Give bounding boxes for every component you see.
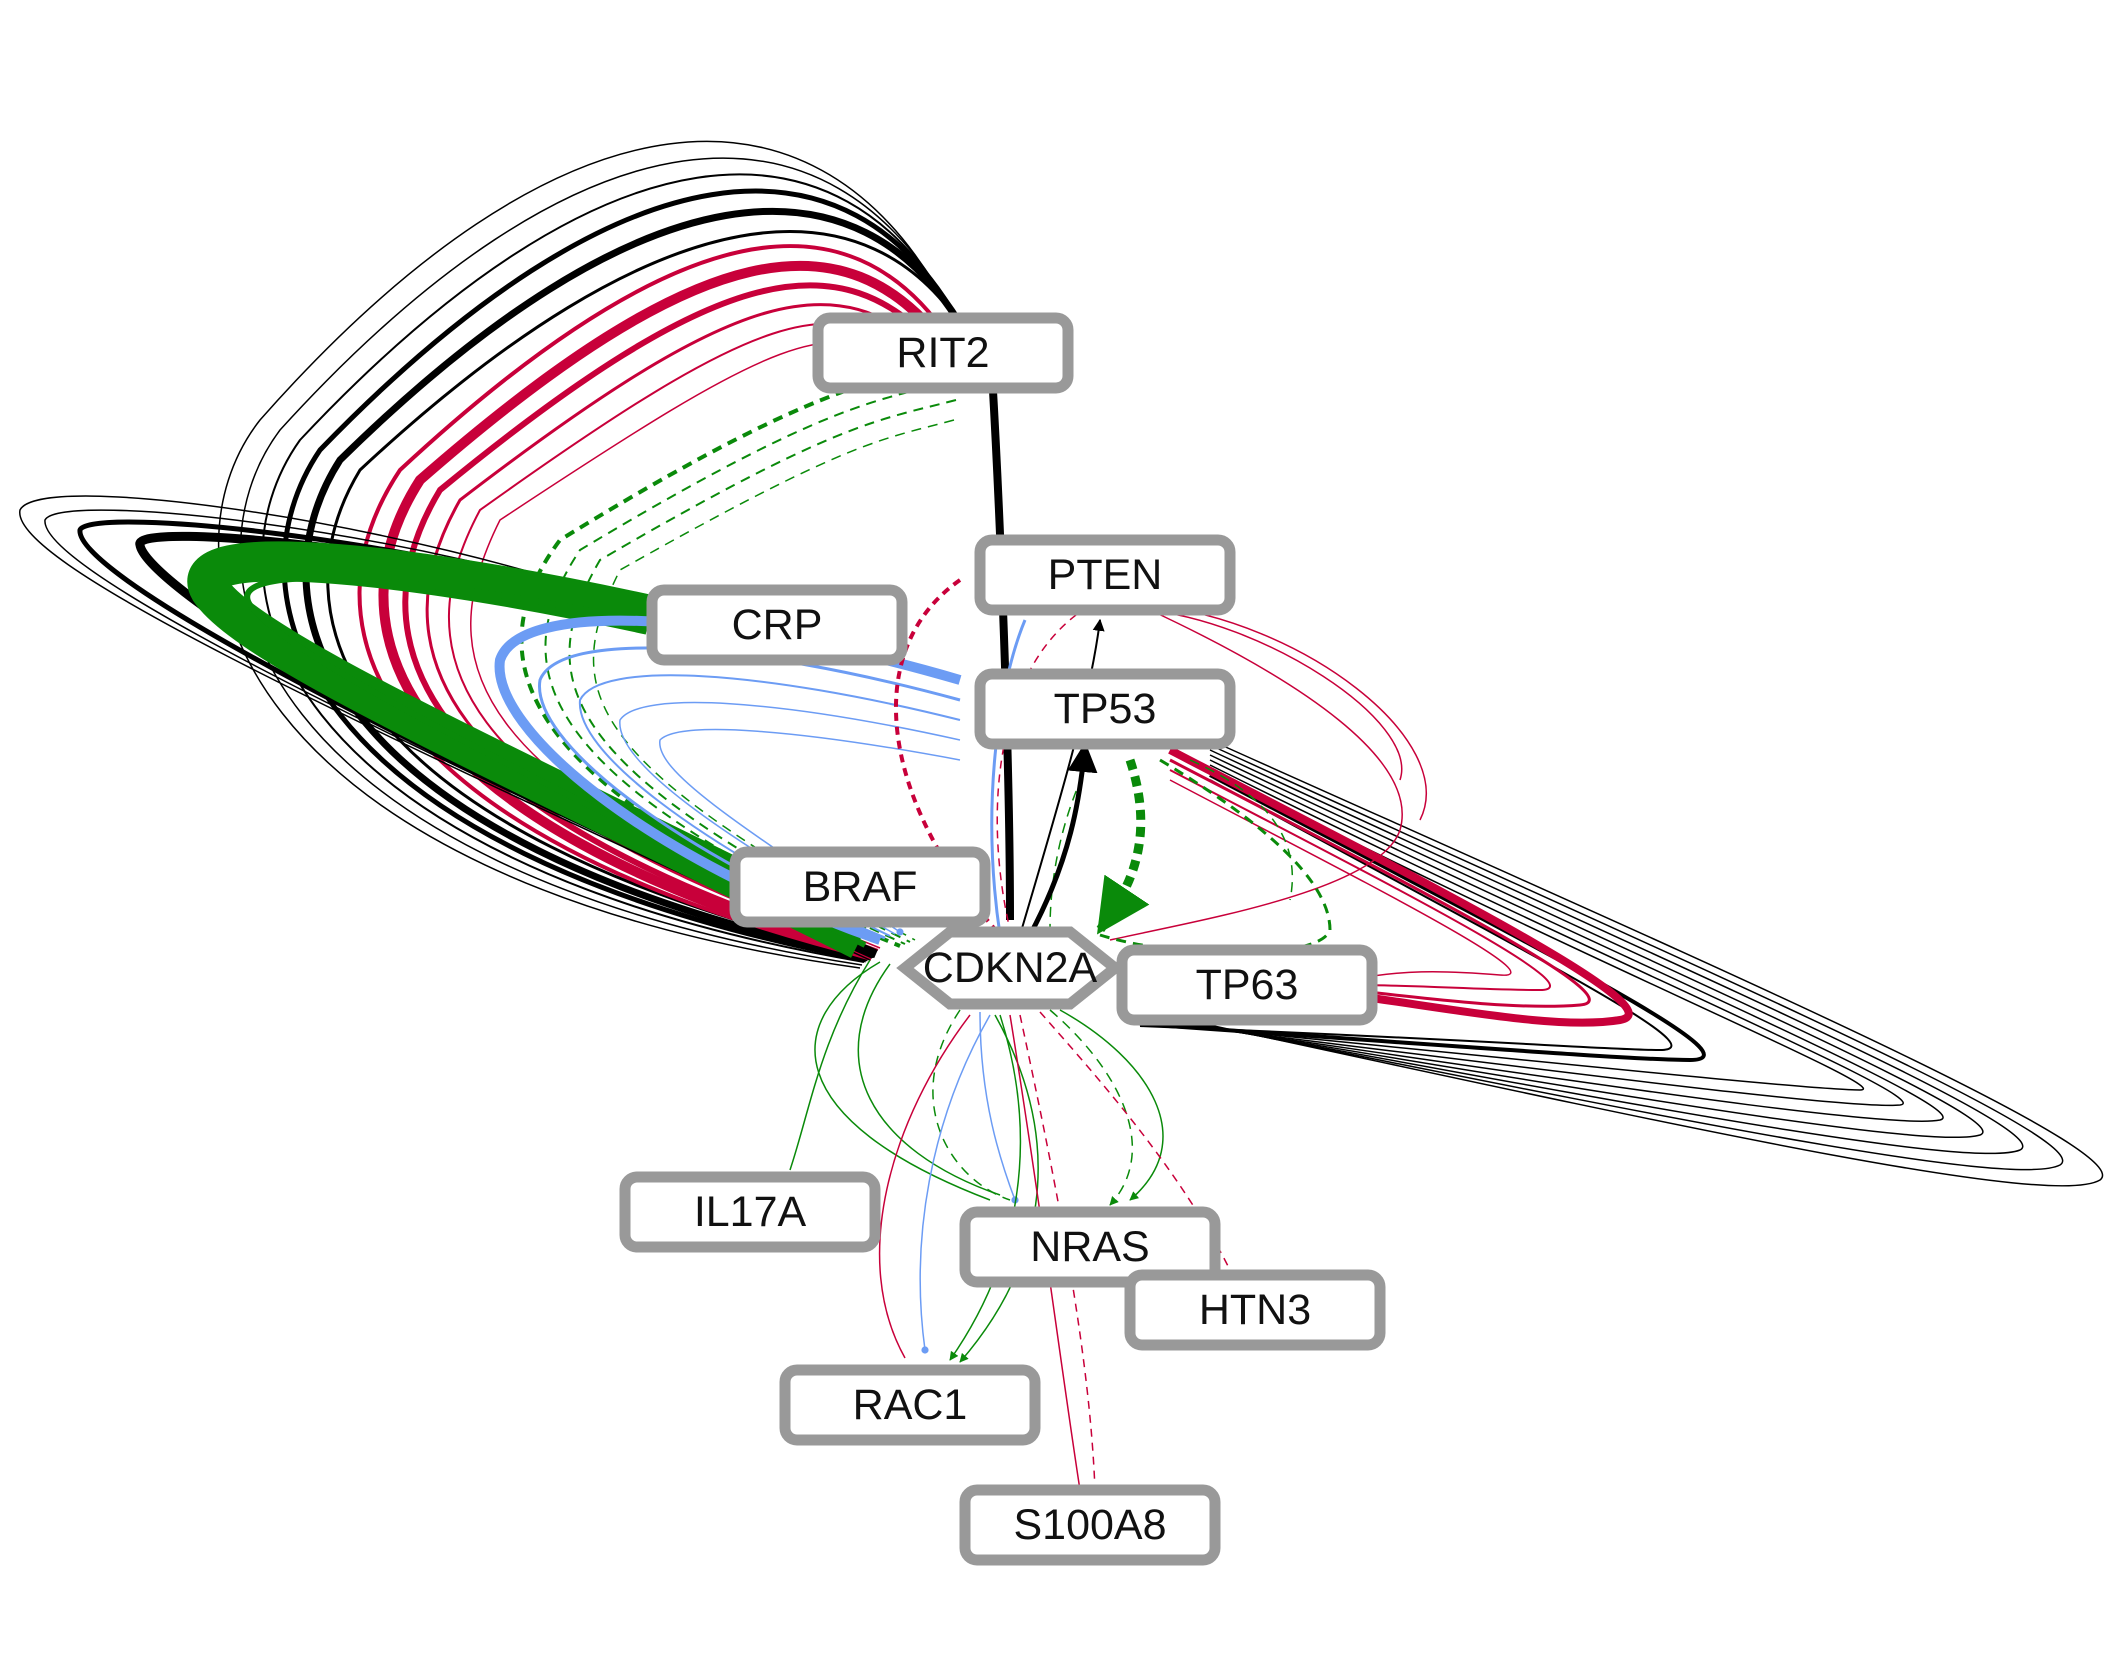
edge-bundle-crp-cdkn2a-green bbox=[187, 541, 869, 958]
node-label-crp: CRP bbox=[732, 601, 823, 649]
node-il17a[interactable]: IL17A bbox=[619, 1171, 881, 1253]
node-s100a8[interactable]: S100A8 bbox=[959, 1484, 1221, 1566]
node-label-il17a: IL17A bbox=[694, 1188, 807, 1236]
node-nras[interactable]: NRAS bbox=[959, 1206, 1221, 1288]
node-pten[interactable]: PTEN bbox=[974, 534, 1236, 616]
node-label-braf: BRAF bbox=[803, 863, 918, 911]
node-label-tp53: TP53 bbox=[1054, 685, 1157, 733]
edge-bundle-tp53-cdkn2a-green bbox=[1049, 758, 1332, 955]
node-label-htn3: HTN3 bbox=[1199, 1286, 1311, 1334]
node-tp53[interactable]: TP53 bbox=[974, 668, 1236, 750]
node-label-tp63: TP63 bbox=[1196, 961, 1299, 1009]
node-label-nras: NRAS bbox=[1030, 1223, 1149, 1271]
edge-bundle-rit2-cdkn2a-black bbox=[217, 140, 1014, 969]
node-label-pten: PTEN bbox=[1048, 551, 1163, 599]
node-label-s100a8: S100A8 bbox=[1013, 1501, 1166, 1549]
edge-bundle-tp63-cdkn2a-black bbox=[1139, 739, 2104, 1187]
edge-bundle-tp63-cdkn2a-red bbox=[1109, 609, 1633, 1027]
node-cdkn2a[interactable]: CDKN2A bbox=[896, 926, 1124, 1010]
node-crp[interactable]: CRP bbox=[646, 584, 908, 666]
node-layer: RIT2 PTEN CRP TP53 BRAF CDKN2A TP63 IL1 bbox=[619, 312, 1386, 1566]
node-rit2[interactable]: RIT2 bbox=[812, 312, 1074, 394]
node-rac1[interactable]: RAC1 bbox=[779, 1364, 1041, 1446]
node-htn3[interactable]: HTN3 bbox=[1124, 1269, 1386, 1351]
node-label-rit2: RIT2 bbox=[896, 329, 989, 377]
node-braf[interactable]: BRAF bbox=[729, 846, 991, 928]
node-label-rac1: RAC1 bbox=[853, 1381, 968, 1429]
node-tp63[interactable]: TP63 bbox=[1116, 944, 1378, 1026]
node-label-cdkn2a: CDKN2A bbox=[923, 944, 1098, 992]
